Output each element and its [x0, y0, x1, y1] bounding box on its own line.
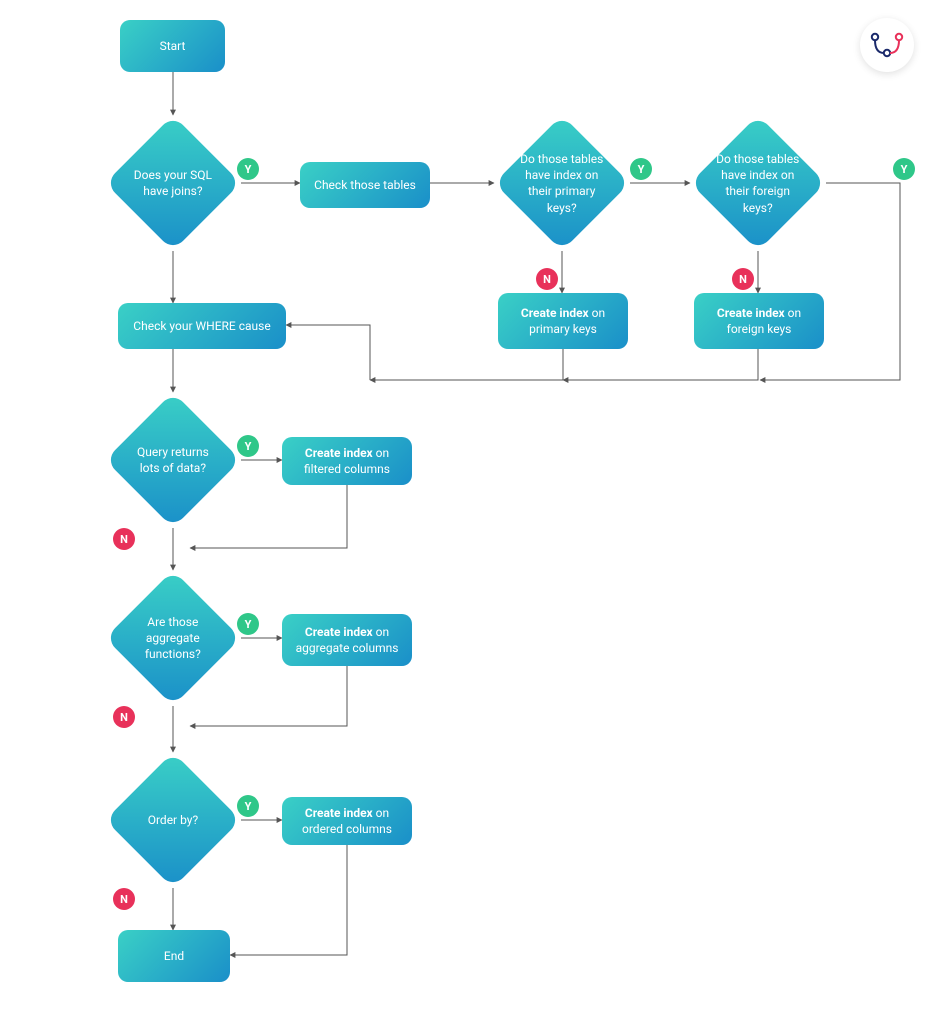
edge: [190, 666, 347, 726]
yes-badge: Y: [630, 158, 652, 180]
node-label: End: [164, 948, 184, 964]
node-label: Are those aggregate functions?: [131, 614, 215, 663]
node-q_joins: Does your SQL have joins?: [105, 115, 241, 251]
node-label: Start: [160, 38, 186, 54]
node-label: Check your WHERE cause: [133, 318, 270, 334]
yes-badge: Y: [237, 795, 259, 817]
edge: [563, 349, 758, 380]
node-q_pk: Do those tables have index on their prim…: [494, 115, 630, 251]
no-badge: N: [732, 268, 754, 290]
node-q_order: Order by?: [105, 752, 241, 888]
node-create_fk: Create index on foreign keys: [694, 293, 824, 349]
node-label: Order by?: [131, 812, 215, 828]
no-badge: N: [113, 528, 135, 550]
node-end: End: [118, 930, 230, 982]
yes-badge: Y: [237, 435, 259, 457]
no-badge: N: [113, 706, 135, 728]
node-label: Does your SQL have joins?: [131, 167, 215, 199]
no-badge: N: [536, 268, 558, 290]
brand-logo: [860, 18, 914, 72]
node-label: Create index on aggregate columns: [288, 624, 406, 656]
node-start: Start: [120, 20, 225, 72]
flowchart-canvas: Start Does your SQL have joins? Check thos…: [0, 0, 945, 1024]
node-label: Do those tables have index on their fore…: [716, 151, 800, 216]
node-check_where: Check your WHERE cause: [118, 303, 286, 349]
edge: [370, 349, 563, 380]
node-create_agg: Create index on aggregate columns: [282, 614, 412, 666]
node-label: Check those tables: [314, 177, 416, 193]
node-label: Query returns lots of data?: [131, 444, 215, 476]
edge: [230, 845, 347, 955]
node-q_agg: Are those aggregate functions?: [105, 570, 241, 706]
no-badge: N: [113, 888, 135, 910]
node-label: Create index on ordered columns: [288, 805, 406, 837]
node-create_ord: Create index on ordered columns: [282, 797, 412, 845]
yes-badge: Y: [237, 613, 259, 635]
yes-badge: Y: [893, 158, 915, 180]
node-q_fk: Do those tables have index on their fore…: [690, 115, 826, 251]
yes-badge: Y: [237, 158, 259, 180]
node-label: Create index on foreign keys: [700, 305, 818, 337]
edge: [286, 325, 370, 380]
node-label: Do those tables have index on their prim…: [520, 151, 604, 216]
node-check_tables: Check those tables: [300, 162, 430, 208]
node-label: Create index on primary keys: [504, 305, 622, 337]
node-label: Create index on filtered columns: [288, 445, 406, 477]
node-create_filt: Create index on filtered columns: [282, 437, 412, 485]
node-create_pk: Create index on primary keys: [498, 293, 628, 349]
edge: [190, 485, 347, 548]
node-q_lots: Query returns lots of data?: [105, 392, 241, 528]
